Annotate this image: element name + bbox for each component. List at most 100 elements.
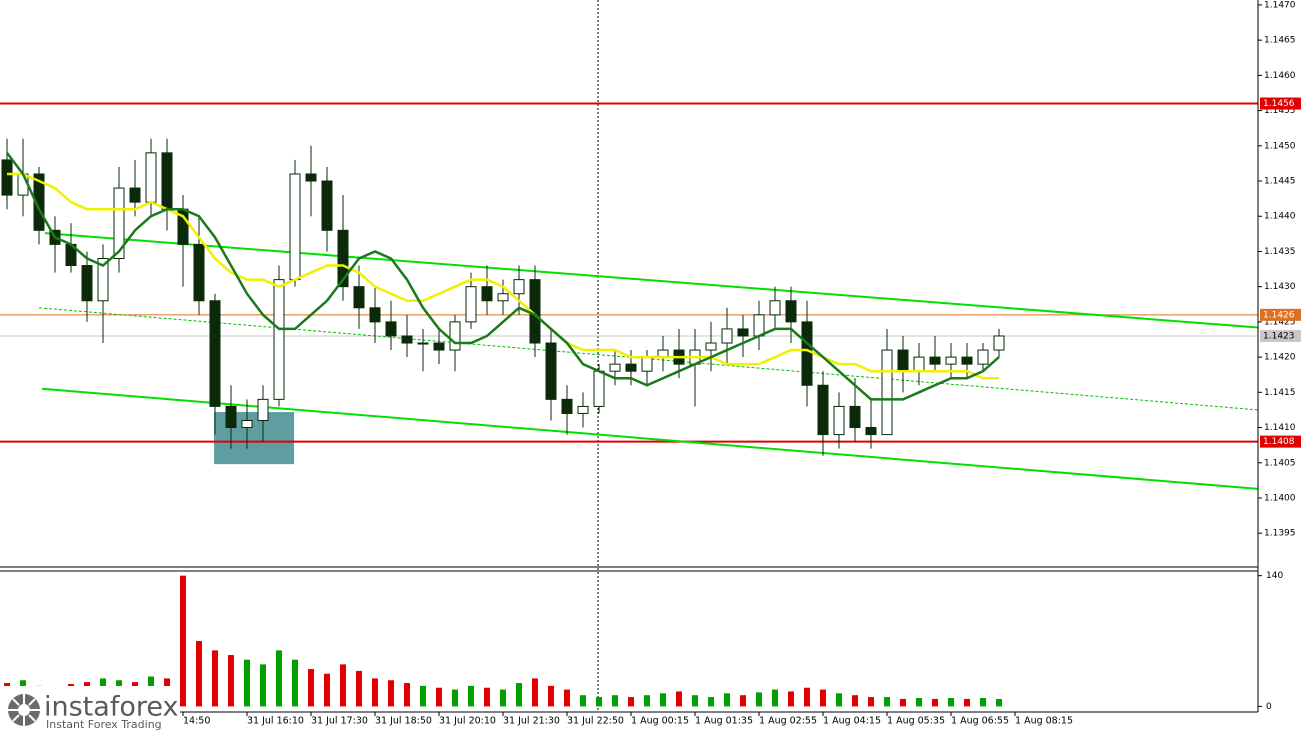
candle-body: [497, 293, 509, 302]
volume-bar: [452, 689, 458, 707]
y-tick-label: 1.1400: [1264, 493, 1296, 503]
candle-body: [753, 314, 765, 337]
volume-bar: [804, 687, 810, 707]
candle-body: [641, 356, 653, 372]
level-label-bg: [1260, 308, 1301, 321]
volume-tick-label: 140: [1266, 571, 1283, 581]
volume-bar: [692, 695, 698, 707]
x-tick-label: 1 Aug 00:15: [631, 716, 689, 727]
candle-body: [401, 335, 413, 344]
volume-bar: [852, 695, 858, 707]
candle-body: [561, 398, 573, 414]
volume-bar: [564, 689, 570, 707]
volume-bar: [708, 697, 714, 707]
candle-body: [353, 286, 365, 309]
level-label-bg: [1260, 97, 1301, 110]
x-tick-label: 31 Jul 17:30: [311, 716, 368, 727]
candle-body: [193, 243, 205, 302]
candle-body: [129, 187, 141, 203]
volume-bar: [948, 697, 954, 707]
candle-body: [33, 173, 45, 231]
volume-bar: [244, 659, 250, 707]
level-label: 1.1423: [1263, 331, 1295, 341]
candle-body: [513, 279, 525, 295]
volume-bar: [660, 693, 666, 707]
candle-body: [785, 300, 797, 323]
y-tick-label: 1.1445: [1264, 177, 1296, 187]
volume-bar: [596, 697, 602, 707]
volume-bar: [580, 695, 586, 707]
volume-bar: [436, 687, 442, 707]
volume-bar: [372, 678, 378, 707]
volume-bar: [532, 678, 538, 707]
volume-bar: [916, 697, 922, 707]
candle-body: [273, 279, 285, 400]
candle-body: [305, 173, 317, 182]
volume-bar: [756, 692, 762, 707]
volume-bar: [884, 697, 890, 707]
moving-average: [7, 172, 999, 380]
x-tick-label: 31 Jul 20:10: [439, 716, 496, 727]
volume-bar: [676, 691, 682, 707]
level-label-bg: [1260, 435, 1301, 448]
candle-body: [449, 321, 461, 351]
level-label: 1.1426: [1263, 310, 1295, 320]
x-tick-label: 1 Aug 04:15: [823, 716, 881, 727]
candle-body: [145, 152, 157, 203]
candle-body: [849, 405, 861, 429]
volume-bar: [820, 689, 826, 707]
candle-body: [113, 187, 125, 259]
x-tick-label: 31 Jul 16:10: [247, 716, 304, 727]
x-tick-label: 31 Jul 21:30: [503, 716, 560, 727]
plot: [0, 0, 1259, 712]
y-tick-label: 1.1435: [1264, 247, 1296, 257]
volume-bar: [868, 697, 874, 707]
y-tick-label: 1.1405: [1264, 458, 1296, 468]
candle-body: [81, 265, 93, 302]
candle-body: [241, 419, 253, 429]
x-tick-label: 31 Jul 22:50: [567, 716, 624, 727]
candle-body: [897, 349, 909, 372]
logo-icon: [8, 694, 40, 726]
volume-bar: [420, 685, 426, 707]
logo-icon: [18, 704, 30, 716]
candle-body: [977, 349, 989, 365]
y-tick-label: 1.1455: [1264, 106, 1296, 116]
candle-body: [97, 257, 109, 302]
x-tick-label: 31 Jul 18:50: [375, 716, 432, 727]
y-tick-label: 1.1465: [1264, 36, 1296, 46]
x-tick-label: 1 Aug 05:35: [887, 716, 945, 727]
logo: instaforex Instant Forex Trading: [0, 686, 180, 733]
volume-bar: [516, 683, 522, 707]
candle-body: [369, 307, 381, 323]
volume-bar: [292, 659, 298, 707]
candle-body: [417, 342, 429, 345]
candle-body: [433, 342, 445, 351]
volume-bar: [500, 689, 506, 707]
candle-body: [321, 180, 333, 231]
volume-bar: [388, 680, 394, 707]
candle-body: [817, 384, 829, 436]
y-tick-label: 1.1395: [1264, 529, 1296, 539]
y-tick-label: 1.1420: [1264, 353, 1296, 363]
candle-body: [801, 321, 813, 386]
y-tick-label: 1.1410: [1264, 423, 1296, 433]
volume-bar: [228, 655, 234, 707]
volume-bar: [260, 664, 266, 707]
candle-body: [945, 356, 957, 365]
candle-body: [737, 328, 749, 337]
volume-tick-label: 0: [1266, 702, 1272, 712]
volume-bar: [788, 691, 794, 707]
x-tick-label: 14:50: [183, 716, 210, 727]
y-tick-label: 1.1415: [1264, 388, 1296, 398]
level-label: 1.1456: [1263, 99, 1295, 109]
candle-body: [577, 405, 589, 414]
y-tick-label: 1.1450: [1264, 141, 1296, 151]
candle-body: [1, 159, 13, 196]
volume-bar: [724, 693, 730, 707]
candle-body: [385, 321, 397, 337]
volume-bar: [324, 673, 330, 707]
candle-body: [865, 427, 877, 436]
moving-average: [6, 152, 1000, 401]
